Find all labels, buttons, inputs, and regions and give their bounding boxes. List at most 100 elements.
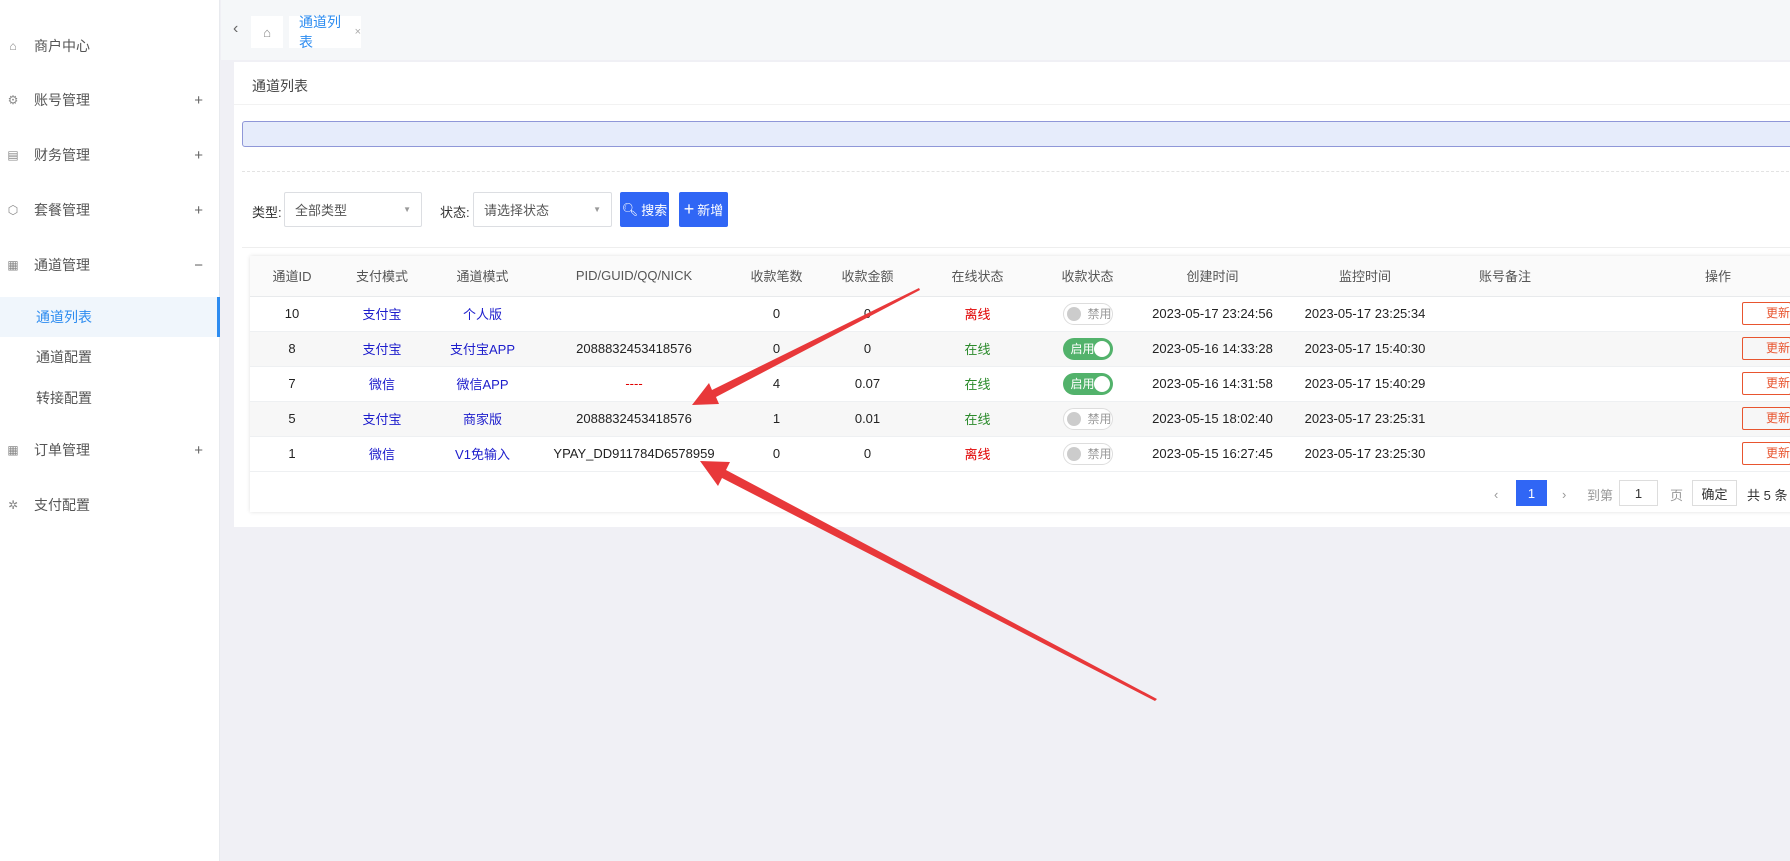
caret-down-icon: ▼ [593, 205, 601, 214]
goto-label: 到第 [1587, 487, 1614, 503]
grid-icon: ▦ [7, 443, 19, 457]
tab-channel-list[interactable]: 通道列表 × [289, 14, 361, 50]
sidebar-item-label: 通道管理 [34, 257, 90, 273]
channel-mode-link[interactable]: 个人版 [462, 307, 502, 322]
toggle-knob [1066, 411, 1081, 426]
column-header: 账号备注 [1440, 256, 1570, 297]
expand-icon[interactable]: + [194, 146, 203, 164]
created-time: 2023-05-16 14:31:58 [1152, 376, 1273, 391]
pay-mode-link[interactable]: 支付宝 [362, 342, 402, 357]
expand-icon[interactable]: + [194, 441, 203, 459]
expand-icon[interactable]: + [194, 91, 203, 109]
receive-status-toggle[interactable]: 禁用 [1062, 442, 1113, 465]
receive-status-toggle[interactable]: 启用 [1062, 372, 1113, 395]
collapse-icon[interactable]: − [194, 256, 203, 274]
monitor-time: 2023-05-17 15:40:30 [1304, 341, 1426, 356]
goto-confirm-button[interactable]: 确定 [1692, 480, 1737, 506]
sidebar-subitem-transfer-config[interactable]: 转接配置 [0, 378, 220, 418]
receive-status-toggle[interactable]: 禁用 [1062, 407, 1113, 430]
pay-mode-link[interactable]: 微信 [368, 377, 395, 392]
payment-amount: 0 [863, 306, 872, 321]
plus-icon: + [683, 199, 695, 219]
toggle-label: 禁用 [1087, 447, 1112, 461]
payment-amount: 0 [863, 341, 872, 356]
created-time: 2023-05-15 18:02:40 [1152, 411, 1273, 426]
channel-mode-link[interactable]: 微信APP [456, 377, 509, 392]
sidebar-item-label: 账号管理 [34, 92, 90, 108]
update-button[interactable]: 更新 [1742, 302, 1790, 325]
channel-id: 10 [284, 306, 300, 321]
goto-page-input[interactable]: 1 [1619, 480, 1658, 506]
notice-bar [242, 121, 1790, 147]
sidebar-item-pay-config[interactable]: ✲ 支付配置 [0, 485, 219, 525]
update-button[interactable]: 更新 [1742, 372, 1790, 395]
online-status: 在线 [964, 377, 991, 392]
update-button[interactable]: 更新 [1742, 442, 1790, 465]
sidebar-item-finance[interactable]: ▤ 财务管理 + [0, 135, 219, 175]
page-unit-label: 页 [1670, 487, 1684, 503]
sidebar-subitem-channel-list[interactable]: 通道列表 [0, 297, 220, 337]
sidebar-item-merchant-center[interactable]: ⌂ 商户中心 [0, 26, 219, 66]
sidebar-item-label: 商户中心 [34, 38, 90, 54]
next-page-button[interactable]: › [1562, 486, 1567, 502]
payment-amount: 0 [863, 446, 872, 461]
sidebar-item-channel[interactable]: ▦ 通道管理 − [0, 245, 219, 285]
divider [242, 171, 1790, 172]
toggle-knob [1093, 340, 1110, 357]
table-row: 1 微信 V1免输入 YPAY_DD911784D6578959 0 0 离线 禁用 2023-… [250, 436, 1790, 472]
home-icon: ⌂ [263, 24, 271, 40]
table-row: 7 微信 微信APP ---- 4 0.07 在线 启用 2023-05-16 14:31:58… [250, 366, 1790, 402]
total-count: 共 5 条 [1747, 487, 1788, 503]
pay-mode-link[interactable]: 支付宝 [362, 307, 402, 322]
close-icon[interactable]: × [354, 26, 361, 38]
toggle-label: 启用 [1070, 377, 1095, 391]
pay-mode-link[interactable]: 微信 [368, 447, 395, 462]
table-header: 通道ID 支付模式 通道模式 PID/GUID/QQ/NICK 收款笔数 收款金额 在线状态… [250, 256, 1790, 297]
pid-value: ---- [625, 376, 643, 391]
chevron-left-icon[interactable]: ‹ [233, 20, 239, 37]
channel-id: 1 [288, 446, 296, 461]
sidebar-item-package[interactable]: ⬡ 套餐管理 + [0, 190, 219, 230]
table-row: 5 支付宝 商家版 2088832453418576 1 0.01 在线 禁用 2023-05-… [250, 401, 1790, 437]
online-status: 离线 [964, 447, 991, 462]
gear-icon: ⚙ [7, 93, 19, 107]
column-header: 创建时间 [1135, 256, 1290, 297]
channel-mode-link[interactable]: 商家版 [462, 412, 502, 427]
channel-mode-link[interactable]: V1免输入 [455, 447, 510, 462]
channel-mode-link[interactable]: 支付宝APP [449, 342, 515, 357]
sidebar-item-orders[interactable]: ▦ 订单管理 + [0, 430, 219, 470]
type-select[interactable]: 全部类型 ▼ [284, 192, 422, 227]
column-header: 操作 [1570, 256, 1790, 297]
config-icon: ✲ [7, 498, 19, 512]
tab-label: 通道列表 [299, 14, 341, 50]
status-select[interactable]: 请选择状态 ▼ [473, 192, 612, 227]
pid-value: YPAY_DD911784D6578959 [553, 446, 715, 461]
home-icon: ⌂ [9, 39, 17, 53]
expand-icon[interactable]: + [194, 201, 203, 219]
update-button[interactable]: 更新 [1742, 337, 1790, 360]
search-button[interactable]: 🔍︎ 搜索 [620, 192, 669, 227]
toggle-label: 禁用 [1087, 412, 1112, 426]
created-time: 2023-05-16 14:33:28 [1152, 341, 1273, 356]
caret-down-icon: ▼ [403, 205, 411, 214]
add-button[interactable]: + 新增 [679, 192, 728, 227]
finance-icon: ▤ [7, 148, 19, 162]
sidebar-item-label: 订单管理 [34, 442, 90, 458]
page-1-button[interactable]: 1 [1516, 480, 1547, 506]
package-icon: ⬡ [7, 203, 19, 217]
prev-page-button[interactable]: ‹ [1494, 486, 1499, 502]
add-button-label: 新增 [697, 203, 724, 218]
sidebar-item-account[interactable]: ⚙ 账号管理 + [0, 80, 219, 120]
sidebar-subitem-label: 通道列表 [36, 309, 92, 325]
channel-id: 8 [288, 341, 296, 356]
pay-mode-link[interactable]: 支付宝 [362, 412, 402, 427]
sidebar-subitem-channel-config[interactable]: 通道配置 [0, 337, 220, 377]
column-header: 监控时间 [1290, 256, 1440, 297]
receive-status-toggle[interactable]: 禁用 [1062, 302, 1113, 325]
receive-status-toggle[interactable]: 启用 [1062, 337, 1113, 360]
toggle-label: 禁用 [1087, 307, 1112, 321]
sidebar-item-label: 财务管理 [34, 147, 90, 163]
update-button[interactable]: 更新 [1742, 407, 1790, 430]
tab-home[interactable]: ⌂ [251, 16, 283, 48]
payment-count: 0 [772, 341, 781, 356]
